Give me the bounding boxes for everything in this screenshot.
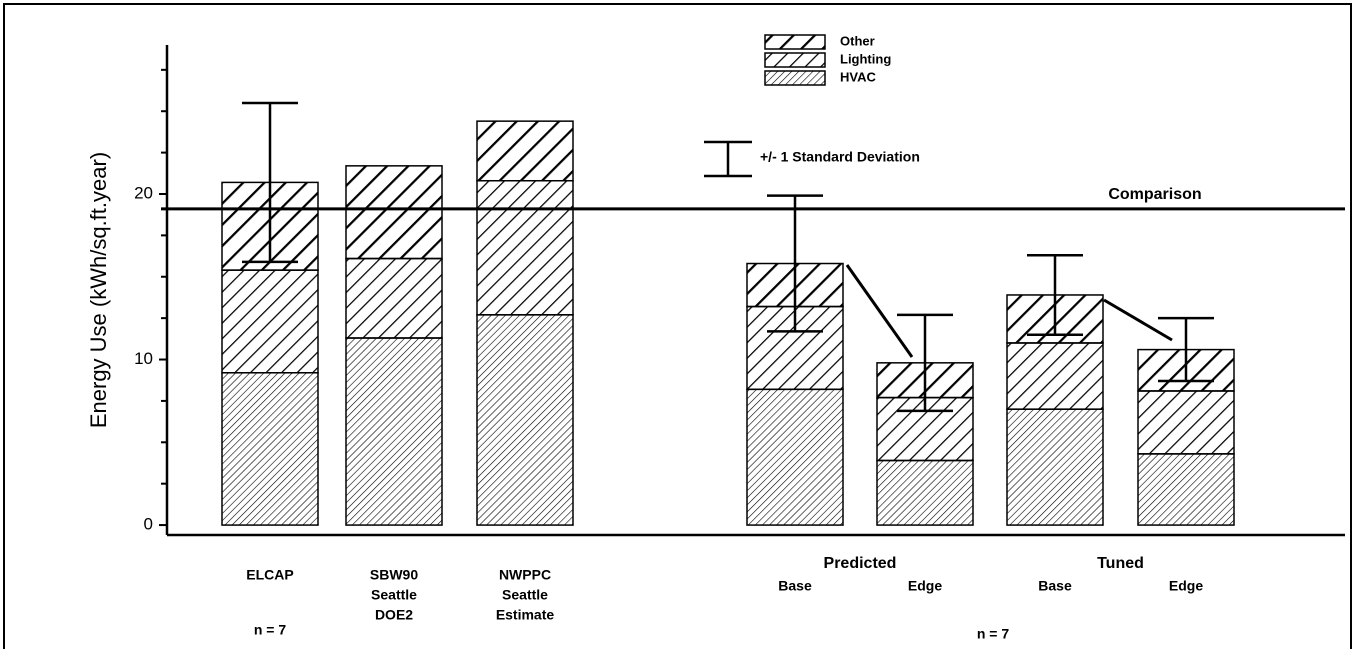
error-bar (1027, 253, 1083, 336)
x-tick-label: Seattle (371, 587, 417, 603)
error-bar (242, 101, 298, 264)
group-label: Tuned (1097, 555, 1144, 572)
x-tick-label: DOE2 (375, 607, 413, 623)
x-tick-label: NWPPC (499, 567, 551, 583)
error-bar (1158, 316, 1214, 383)
y-tick-label: 20 (134, 183, 153, 202)
bar-segment (746, 388, 844, 526)
error-bar (897, 313, 953, 413)
connector (1103, 298, 1173, 342)
comparison-label: Comparison (1108, 186, 1201, 203)
annotation: n = 7 (254, 622, 287, 638)
legend-swatch (764, 70, 826, 86)
x-tick-label: SBW90 (370, 567, 418, 583)
error-bar (767, 194, 823, 333)
legend-label: HVAC (840, 69, 876, 84)
bar-segment (1137, 453, 1235, 526)
y-axis-label: Energy Use (kWh/sq.ft.year) (86, 152, 111, 428)
bar-segment (476, 314, 574, 526)
x-tick-label: Seattle (502, 587, 548, 603)
bar-segment (476, 120, 574, 182)
y-tick-label: 0 (144, 515, 153, 534)
bar-segment (1137, 390, 1235, 455)
connector (845, 264, 914, 358)
y-tick-label: 10 (134, 349, 153, 368)
x-tick-label: ELCAP (246, 567, 293, 583)
frame (3, 3, 1352, 649)
bar-segment (1006, 342, 1104, 410)
bar-segment (221, 269, 319, 374)
group-label: Predicted (824, 555, 897, 572)
x-tick-label: Estimate (496, 607, 555, 623)
x-tick-label: Base (1038, 578, 1072, 594)
x-tick-label: Edge (1169, 578, 1203, 594)
bar-segment (1006, 408, 1104, 526)
error-legend-label: +/- 1 Standard Deviation (760, 149, 920, 165)
legend-label: Lighting (840, 51, 891, 66)
legend-swatch (764, 34, 826, 50)
bar-segment (345, 257, 443, 339)
annotation: n = 7 (977, 626, 1010, 642)
x-tick-label: Edge (908, 578, 942, 594)
bar-segment (876, 459, 974, 526)
x-tick-label: Base (778, 578, 812, 594)
bar-segment (476, 179, 574, 316)
legend-swatch (764, 52, 826, 68)
bar-segment (345, 337, 443, 526)
legend-label: Other (840, 33, 875, 48)
bar-segment (221, 372, 319, 526)
bar-segment (345, 165, 443, 260)
